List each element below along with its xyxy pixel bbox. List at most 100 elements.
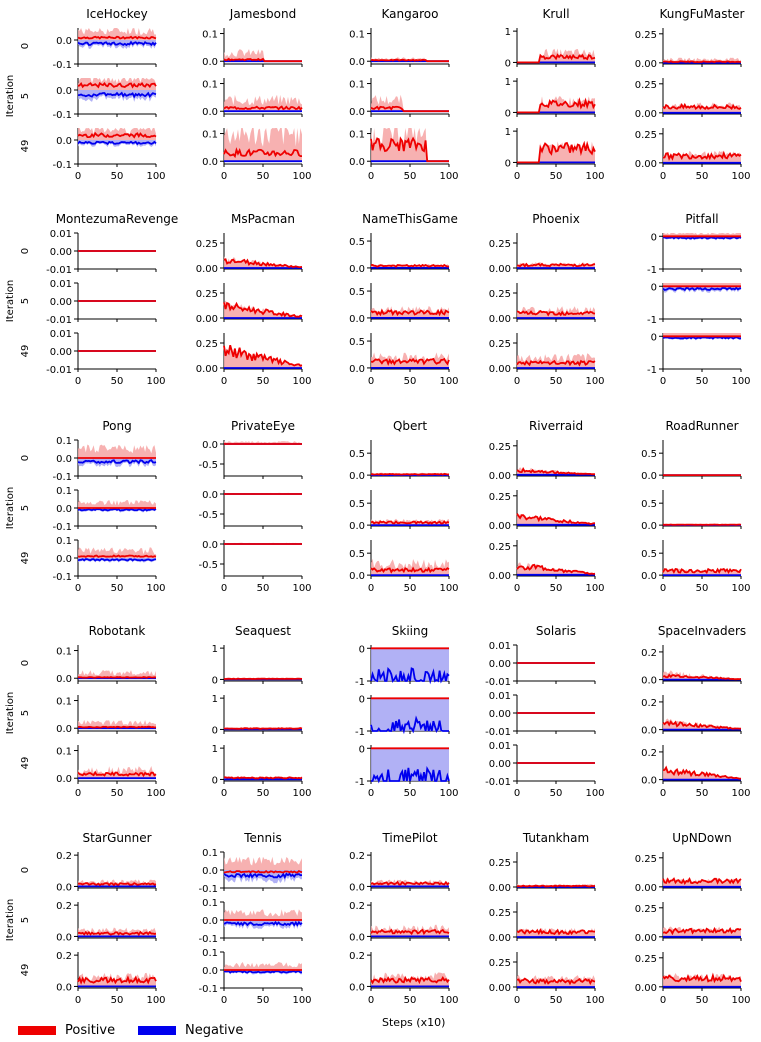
chart-title: IceHockey xyxy=(86,7,148,21)
x-axis-label: Steps (x10) xyxy=(382,1016,446,1029)
chart-title: Riverraid xyxy=(529,419,583,433)
positive-line xyxy=(77,725,157,729)
y-tick-label: 0.25 xyxy=(489,908,511,919)
row-label: 49 xyxy=(20,345,31,358)
y-tick-label: 0.2 xyxy=(56,951,72,962)
positive-line xyxy=(662,876,742,885)
x-tick-label: 50 xyxy=(111,376,124,387)
negative-line xyxy=(77,459,157,465)
y-tick-label: 0.0 xyxy=(349,57,365,68)
y-tick-label: 0.25 xyxy=(489,858,511,869)
y-tick-label: 0.0 xyxy=(56,674,72,685)
y-tick-label: 0.00 xyxy=(489,314,511,325)
y-tick-label: 0.0 xyxy=(56,932,72,943)
chart-title: Jamesbond xyxy=(229,7,296,21)
y-tick-label: 0.01 xyxy=(50,329,72,340)
positive-line xyxy=(370,880,450,886)
x-tick-label: 50 xyxy=(696,171,709,182)
negative-line xyxy=(662,236,742,240)
y-tick-label: 0.0 xyxy=(349,932,365,943)
y-tick-label: 0 xyxy=(505,158,511,169)
positive-line xyxy=(516,466,596,476)
iteration-label: Iteration xyxy=(5,487,16,529)
y-tick-label: 0.25 xyxy=(635,30,657,41)
x-tick-label: 100 xyxy=(439,995,458,1006)
positive-line xyxy=(517,53,596,64)
positive-line xyxy=(662,567,742,575)
x-tick-label: 100 xyxy=(585,788,604,799)
y-tick-label: 0.1 xyxy=(56,697,72,708)
x-tick-label: 50 xyxy=(257,788,270,799)
chart-title: TimePilot xyxy=(381,831,437,845)
y-tick-label: 0.0 xyxy=(202,490,218,501)
x-tick-label: 0 xyxy=(221,171,227,182)
y-tick-label: 0.1 xyxy=(202,30,218,41)
negative-line xyxy=(662,336,742,340)
row-label: 5 xyxy=(20,93,31,99)
y-tick-label: 0.0 xyxy=(56,36,72,47)
x-tick-label: 100 xyxy=(292,376,311,387)
y-tick-label: 0.2 xyxy=(641,698,657,709)
y-tick-label: 1 xyxy=(212,744,218,755)
positive-band xyxy=(224,856,302,870)
x-tick-label: 0 xyxy=(221,583,227,594)
legend-negative-swatch xyxy=(138,1026,176,1035)
positive-band xyxy=(78,719,156,729)
x-tick-label: 0 xyxy=(75,376,81,387)
y-tick-label: 0.0 xyxy=(202,916,218,927)
positive-band xyxy=(371,94,449,112)
x-tick-label: 0 xyxy=(660,583,666,594)
y-tick-label: 0.00 xyxy=(489,471,511,482)
y-tick-label: 0 xyxy=(359,644,365,655)
y-tick-label: 0.00 xyxy=(489,983,511,994)
y-tick-label: 0.5 xyxy=(641,549,657,560)
x-tick-label: 100 xyxy=(292,583,311,594)
positive-band xyxy=(224,345,302,368)
positive-band xyxy=(224,962,302,970)
positive-line xyxy=(517,97,596,114)
negative-line xyxy=(223,920,303,927)
y-tick-label: 0.01 xyxy=(489,741,511,752)
y-tick-label: 0.1 xyxy=(349,30,365,41)
x-tick-label: 50 xyxy=(257,583,270,594)
x-tick-label: 0 xyxy=(514,171,520,182)
x-tick-label: 0 xyxy=(368,376,374,387)
y-tick-label: 0.00 xyxy=(635,883,657,894)
y-tick-label: 0.25 xyxy=(489,289,511,300)
chart-title: StarGunner xyxy=(82,831,151,845)
y-tick-label: 0.2 xyxy=(349,901,365,912)
y-tick-label: -0.5 xyxy=(198,460,218,471)
positive-line xyxy=(516,977,596,986)
x-tick-label: 100 xyxy=(146,376,165,387)
x-tick-label: 0 xyxy=(221,995,227,1006)
positive-line xyxy=(223,147,302,159)
chart-title: KungFuMaster xyxy=(660,7,745,21)
x-tick-label: 0 xyxy=(660,376,666,387)
iteration-label: Iteration xyxy=(5,692,16,734)
x-tick-label: 100 xyxy=(439,583,458,594)
x-tick-label: 0 xyxy=(368,788,374,799)
y-tick-label: 0 xyxy=(212,725,218,736)
y-tick-label: 0.0 xyxy=(349,982,365,993)
positive-band xyxy=(517,306,595,318)
x-tick-label: 50 xyxy=(696,788,709,799)
positive-line xyxy=(77,131,157,139)
positive-line xyxy=(662,150,742,161)
positive-band xyxy=(224,49,302,62)
negative-line xyxy=(77,91,157,99)
x-tick-label: 100 xyxy=(439,788,458,799)
y-tick-label: 0.5 xyxy=(349,499,365,510)
row-label: 5 xyxy=(20,505,31,511)
y-tick-label: 0.0 xyxy=(56,724,72,735)
row-label: 0 xyxy=(20,660,31,666)
chart-title: Pong xyxy=(102,419,131,433)
positive-line xyxy=(662,102,742,111)
x-tick-label: 0 xyxy=(75,171,81,182)
negative-line xyxy=(223,871,303,880)
y-tick-label: 0.0 xyxy=(349,882,365,893)
positive-line xyxy=(370,472,450,476)
positive-band xyxy=(371,924,449,937)
y-tick-label: 0.1 xyxy=(202,948,218,959)
positive-line xyxy=(370,105,449,113)
